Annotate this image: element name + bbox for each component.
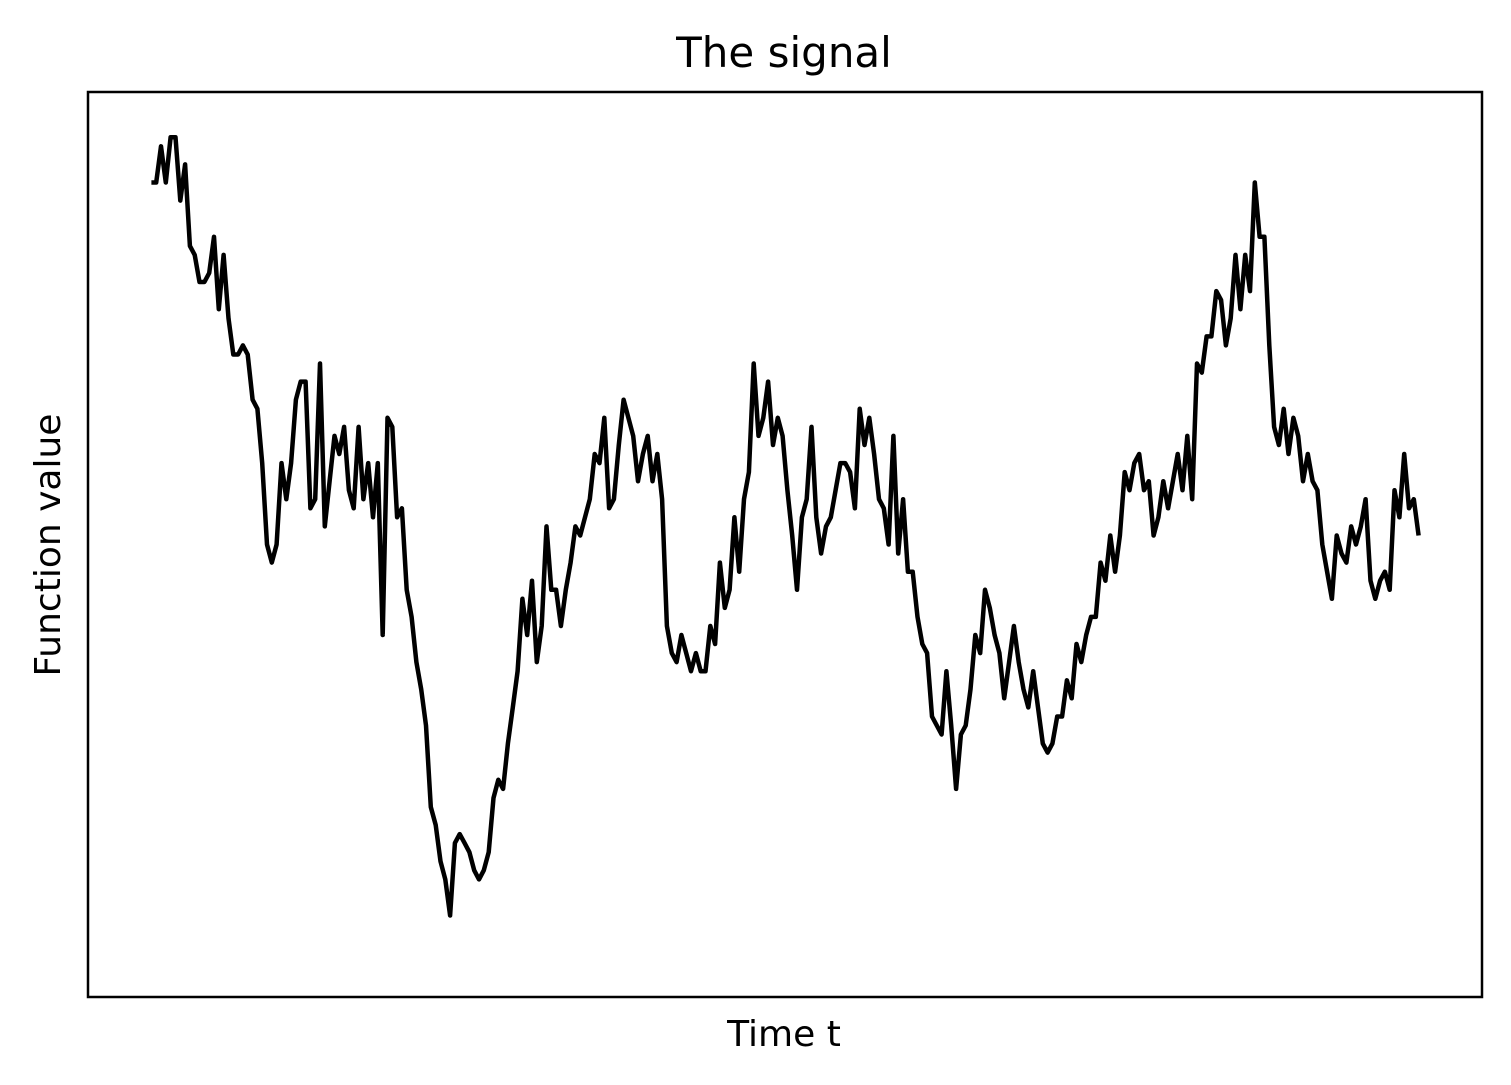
plot-area <box>151 135 1421 918</box>
y-axis-label: Function value <box>28 414 69 677</box>
x-axis-label: Time t <box>726 1014 841 1055</box>
plot-frame <box>86 90 1484 999</box>
signal-line <box>151 135 1421 918</box>
chart-title: The signal <box>675 28 892 77</box>
